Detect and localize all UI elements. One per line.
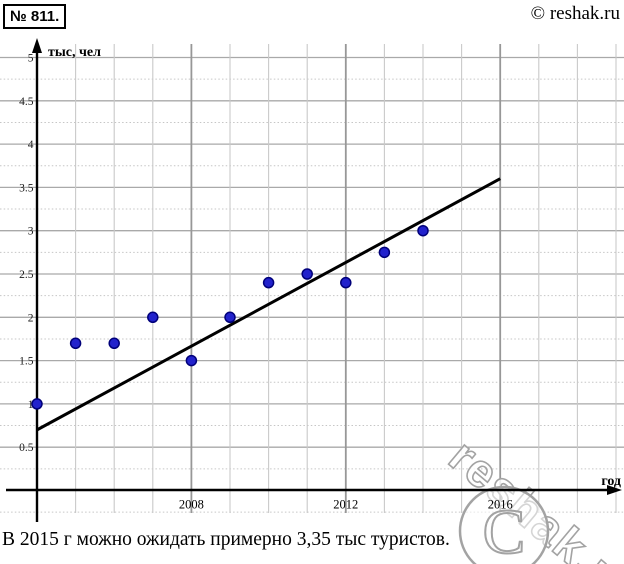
data-point [417, 224, 429, 237]
y-tick-label: 5 [28, 53, 34, 65]
x-tick-label: 2008 [179, 498, 204, 512]
y-axis-title: тыс, чел [48, 45, 101, 60]
trend-line-group [36, 177, 501, 432]
grid-horizontal-lines [0, 56, 624, 448]
x-axis-title: год [601, 474, 621, 489]
data-point [69, 337, 82, 350]
watermark-copyright-circle [458, 485, 550, 564]
y-tick-label: 1.5 [19, 356, 34, 368]
data-point [262, 276, 275, 289]
watermark: reshak.ru C [439, 428, 624, 564]
y-tick-label: 1 [28, 399, 34, 411]
y-tick-label: 4.5 [19, 96, 34, 108]
data-point [340, 276, 352, 289]
data-points-group [31, 224, 429, 410]
y-tick-label: 2 [28, 312, 34, 324]
axes [6, 38, 622, 522]
data-point [378, 246, 391, 259]
data-point [301, 268, 313, 280]
x-tick-label: 2012 [333, 498, 358, 512]
problem-number-box: № 811. [3, 4, 67, 29]
grid-dotted-lines [0, 78, 624, 513]
answer-caption: В 2015 г можно ожидать примерно 3,35 тыс… [2, 529, 450, 550]
trend-line [36, 177, 501, 432]
data-point [224, 311, 236, 324]
data-point [108, 337, 120, 350]
y-tick-label: 0.5 [19, 442, 34, 454]
data-point [31, 398, 43, 410]
watermark-copyright-letter: C [483, 496, 526, 564]
y-tick-label: 3.5 [19, 182, 34, 194]
x-axis-arrow-icon [607, 485, 622, 495]
x-tick-label: 2016 [488, 498, 513, 512]
data-point [185, 354, 198, 367]
site-credit: © reshak.ru [530, 3, 620, 24]
data-point [147, 311, 159, 324]
tick-labels-group: 0.5 1 1.5 2 2.5 3 3.5 4 4.5 5 2008 2012 2016 [19, 53, 513, 512]
y-tick-label: 2.5 [19, 269, 34, 281]
y-tick-label: 3 [28, 226, 34, 238]
y-tick-label: 4 [28, 139, 34, 151]
problem-number: № 811. [10, 8, 60, 25]
y-axis-arrow-icon [32, 38, 42, 53]
